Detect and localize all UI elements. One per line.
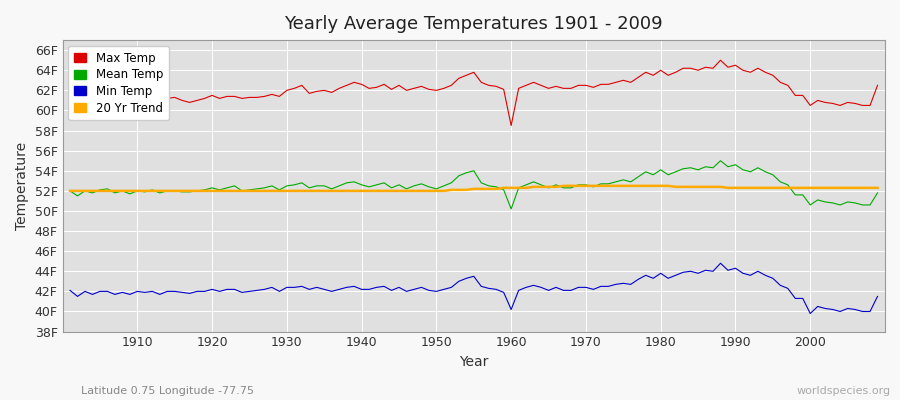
Text: worldspecies.org: worldspecies.org bbox=[796, 386, 891, 396]
Legend: Max Temp, Mean Temp, Min Temp, 20 Yr Trend: Max Temp, Mean Temp, Min Temp, 20 Yr Tre… bbox=[68, 46, 169, 120]
Title: Yearly Average Temperatures 1901 - 2009: Yearly Average Temperatures 1901 - 2009 bbox=[284, 15, 663, 33]
X-axis label: Year: Year bbox=[459, 355, 489, 369]
Y-axis label: Temperature: Temperature bbox=[15, 142, 29, 230]
Text: Latitude 0.75 Longitude -77.75: Latitude 0.75 Longitude -77.75 bbox=[81, 386, 254, 396]
